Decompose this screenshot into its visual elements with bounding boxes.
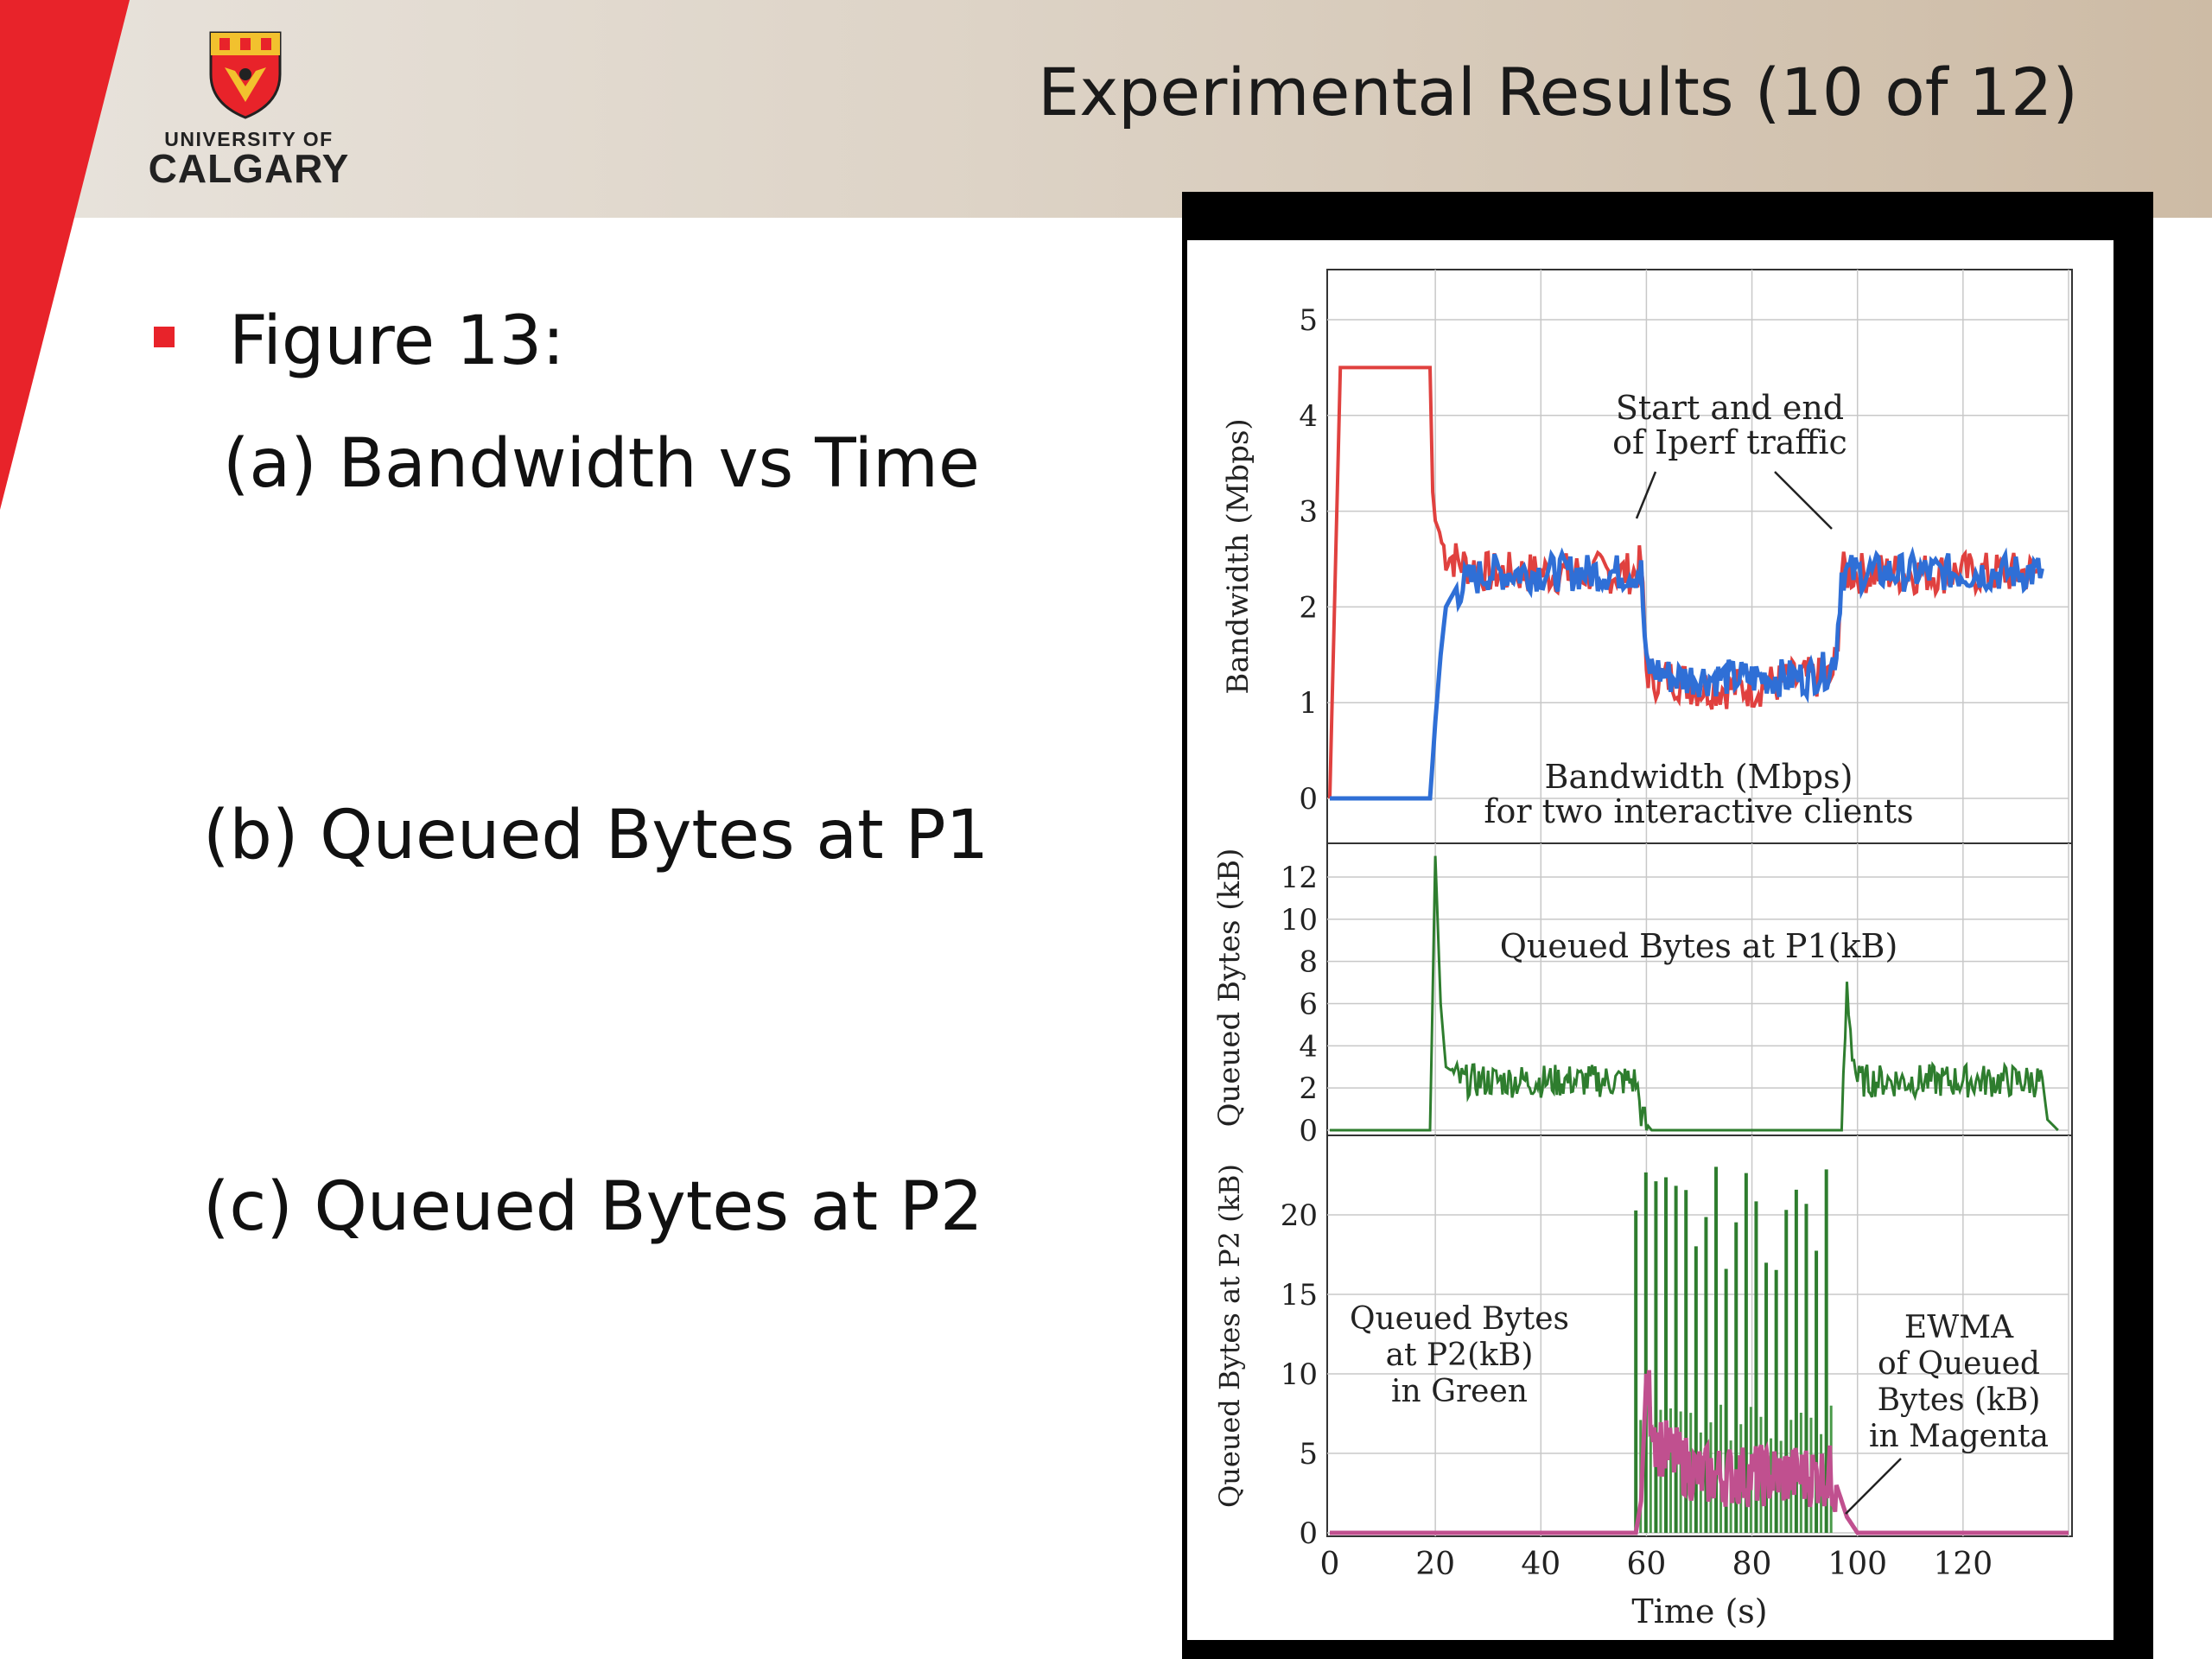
y-tick-label: 2 [1299, 590, 1318, 625]
annotation-queued-p2-1: Queued Bytes [1350, 1301, 1569, 1337]
x-tick-label: 0 [1320, 1547, 1340, 1582]
y-tick-label: 5 [1299, 1437, 1318, 1471]
annotation-bandwidth: Bandwidth (Mbps) [1545, 758, 1853, 796]
item-c-label: (c) Queued Bytes at P2 [203, 1168, 983, 1246]
university-crest-icon [209, 31, 282, 119]
y-tick-label: 20 [1281, 1198, 1318, 1233]
y-tick-label: 0 [1299, 1516, 1318, 1551]
x-axis-label: Time (s) [1631, 1592, 1767, 1630]
item-b-label: (b) Queued Bytes at P1 [203, 797, 989, 874]
panel-b: 0 2 4 6 8 10 12 Queued Bytes (kB) Queued Bytes… [1212, 842, 2073, 1148]
slide-title: Experimental Results (10 of 12) [1038, 54, 2078, 130]
university-logo: UNIVERSITY OF CALGARY [137, 29, 361, 194]
x-tick-label: 20 [1415, 1547, 1455, 1582]
panel-b-ylabel: Queued Bytes (kB) [1212, 849, 1247, 1128]
y-tick-label: 0 [1299, 1114, 1318, 1148]
x-tick-label: 100 [1827, 1547, 1887, 1582]
x-tick-label: 80 [1732, 1547, 1772, 1582]
annotation-queued-p2-3: in Green [1391, 1374, 1528, 1409]
y-tick-label: 8 [1299, 945, 1318, 980]
x-tick-label: 40 [1521, 1547, 1560, 1582]
y-tick-label: 3 [1299, 495, 1318, 530]
panel-a-tick-labels: 0 1 2 3 4 5 [1299, 303, 1318, 817]
annotation-queued-p2-2: at P2(kB) [1386, 1338, 1534, 1373]
annotation-iperf: of Iperf traffic [1612, 423, 1847, 461]
bullet-marker [154, 327, 175, 347]
logo-text-line1: UNIVERSITY OF [164, 128, 334, 150]
annotation-arrow-left [1635, 471, 1657, 519]
y-tick-label: 4 [1299, 399, 1318, 434]
y-tick-label: 5 [1299, 303, 1318, 338]
x-tick-label: 60 [1627, 1547, 1667, 1582]
annotation-ewma-1: EWMA [1904, 1310, 2014, 1345]
panel-c-ylabel: Queued Bytes at P2 (kB) [1213, 1164, 1246, 1508]
series-magenta-ewma-line [1330, 1370, 2069, 1535]
y-tick-label: 12 [1281, 861, 1318, 895]
annotation-arrow-ewma [1845, 1458, 1902, 1515]
panel-b-tick-labels: 0 2 4 6 8 10 12 [1281, 861, 1318, 1148]
y-tick-label: 10 [1281, 903, 1318, 938]
x-tick-label: 120 [1933, 1547, 1993, 1582]
annotation-ewma-2: of Queued [1878, 1346, 2040, 1382]
y-tick-label: 6 [1299, 988, 1318, 1022]
item-a-label: (a) Bandwidth vs Time [223, 425, 980, 503]
y-tick-label: 15 [1281, 1278, 1318, 1313]
logo-text-line2: CALGARY [148, 146, 350, 191]
y-tick-label: 4 [1299, 1029, 1318, 1064]
annotation-queued-p1: Queued Bytes at P1(kB) [1500, 927, 1898, 965]
y-tick-label: 10 [1281, 1357, 1318, 1392]
y-tick-label: 0 [1299, 782, 1318, 817]
annotation-start-end: Start and end [1616, 389, 1844, 427]
y-tick-label: 1 [1299, 686, 1318, 721]
y-tick-label: 2 [1299, 1071, 1318, 1106]
series-blue-line [1330, 546, 2044, 801]
panel-a-ylabel: Bandwidth (Mbps) [1221, 418, 1255, 694]
annotation-two-clients: for two interactive clients [1484, 792, 1913, 830]
panel-c: 0 5 10 15 20 0 20 40 60 80 100 120 Queued Bytes at … [1213, 1135, 2073, 1630]
annotation-arrow-right [1774, 471, 1833, 530]
annotation-ewma-3: Bytes (kB) [1878, 1382, 2041, 1418]
annotation-ewma-4: in Magenta [1869, 1419, 2049, 1454]
figure-label: Figure 13: [229, 302, 565, 380]
panel-c-tick-labels: 0 5 10 15 20 0 20 40 60 80 100 120 [1281, 1198, 1993, 1582]
slide-header [0, 0, 2212, 218]
series-green-line-p1 [1330, 855, 2059, 1132]
